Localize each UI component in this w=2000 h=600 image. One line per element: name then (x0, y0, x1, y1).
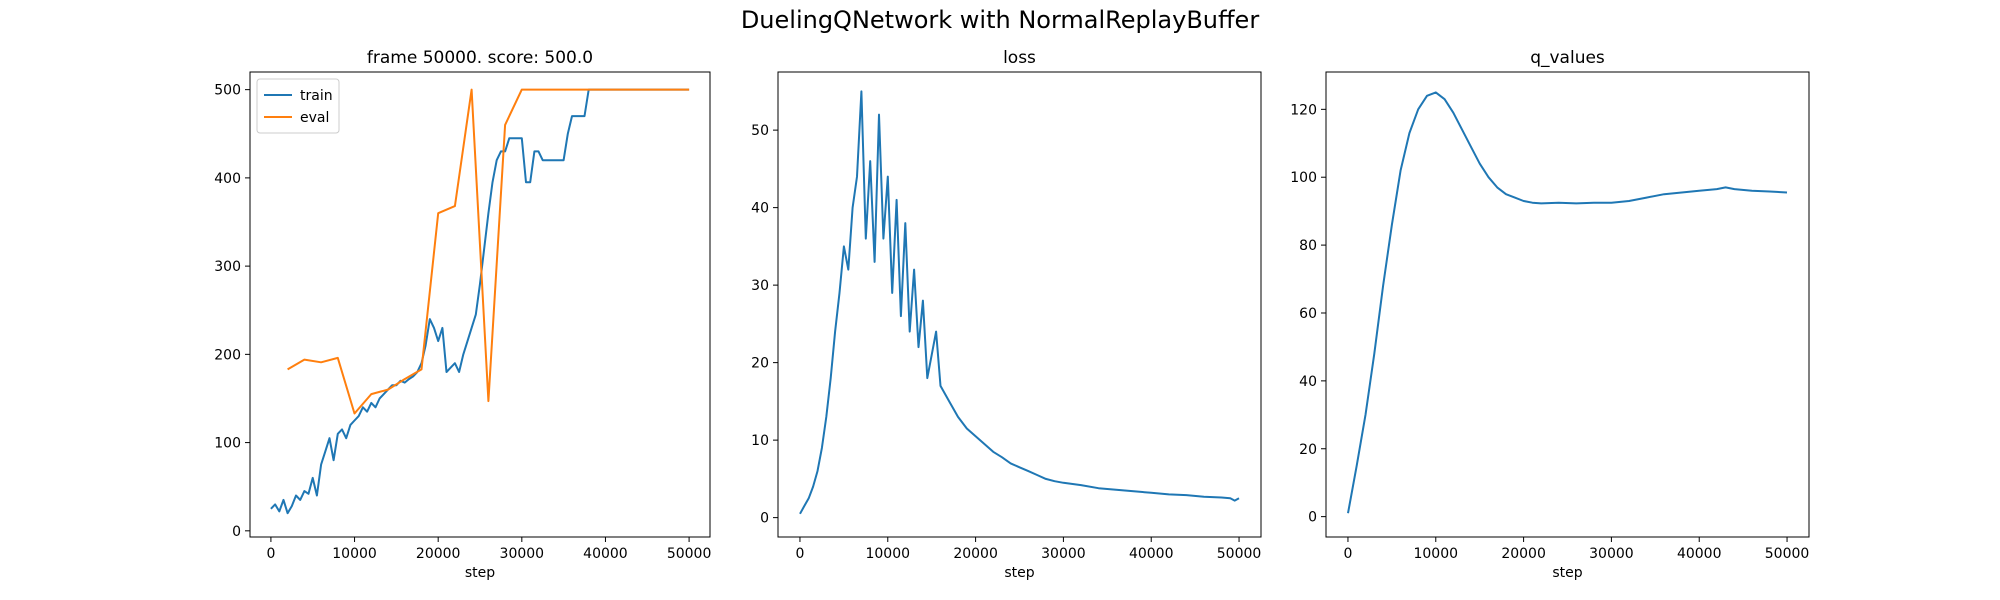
axes-frame (1325, 71, 1810, 538)
x-tick-label: 30000 (500, 546, 545, 562)
x-axis-label: step (1552, 565, 1582, 581)
x-tick-label: 40000 (1677, 546, 1722, 562)
y-tick-label: 40 (1299, 374, 1317, 390)
y-tick-label: 20 (751, 356, 769, 372)
axes-frame (777, 71, 1262, 538)
x-tick-label: 30000 (1041, 546, 1086, 562)
y-tick-label: 80 (1299, 238, 1317, 254)
x-tick-label: 10000 (1413, 546, 1458, 562)
x-axis-label: step (1004, 565, 1034, 581)
series-0-line (799, 90, 1240, 515)
y-tick-label: 300 (214, 259, 241, 275)
y-tick-label: 200 (214, 347, 241, 363)
eval-line (287, 88, 690, 415)
x-tick-label: 50000 (1765, 546, 1810, 562)
x-tick-label: 0 (1343, 546, 1352, 562)
train-legend-label: train (300, 88, 333, 104)
legend-box (256, 78, 340, 134)
plot-title: loss (1003, 48, 1036, 68)
train-line (270, 88, 690, 515)
figure-title: DuelingQNetwork with NormalReplayBuffer (741, 6, 1260, 34)
q-values-plot: 0 10000 20000 30000 40000 50000 0 20 40 60 80 100 12… (1290, 48, 1810, 581)
y-tick-label: 120 (1290, 102, 1317, 118)
y-tick-label: 0 (232, 524, 241, 540)
x-tick-label: 50000 (1217, 546, 1262, 562)
y-tick-label: 60 (1299, 306, 1317, 322)
axes-frame (249, 71, 711, 538)
loss-plot: 0 10000 20000 30000 40000 50000 0 10 20 30 40 50 los… (751, 48, 1262, 581)
x-tick-label: 20000 (953, 546, 998, 562)
y-tick-label: 50 (751, 123, 769, 139)
plot-title: q_values (1530, 48, 1605, 68)
y-tick-label: 0 (1308, 510, 1317, 526)
y-tick-label: 500 (214, 83, 241, 99)
train-eval-score-plot: 0 10000 20000 30000 40000 50000 0 100 200 300 400 5… (214, 48, 711, 581)
x-tick-label: 10000 (332, 546, 377, 562)
series-0-line (1347, 91, 1788, 514)
x-tick-label: 0 (266, 546, 275, 562)
x-tick-label: 40000 (583, 546, 628, 562)
x-tick-label: 0 (795, 546, 804, 562)
x-tick-label: 30000 (1589, 546, 1634, 562)
y-tick-label: 0 (760, 511, 769, 527)
x-tick-label: 20000 (416, 546, 461, 562)
x-tick-label: 20000 (1501, 546, 1546, 562)
eval-legend-label: eval (300, 110, 329, 126)
x-tick-label: 10000 (865, 546, 910, 562)
y-tick-label: 20 (1299, 442, 1317, 458)
x-tick-label: 40000 (1129, 546, 1174, 562)
y-tick-label: 40 (751, 201, 769, 217)
y-tick-label: 10 (751, 433, 769, 449)
y-tick-label: 400 (214, 171, 241, 187)
plot-title: frame 50000. score: 500.0 (367, 48, 593, 68)
x-tick-label: 50000 (667, 546, 712, 562)
y-tick-label: 100 (1290, 170, 1317, 186)
y-tick-label: 100 (214, 436, 241, 452)
x-axis-label: step (465, 565, 495, 581)
y-tick-label: 30 (751, 278, 769, 294)
